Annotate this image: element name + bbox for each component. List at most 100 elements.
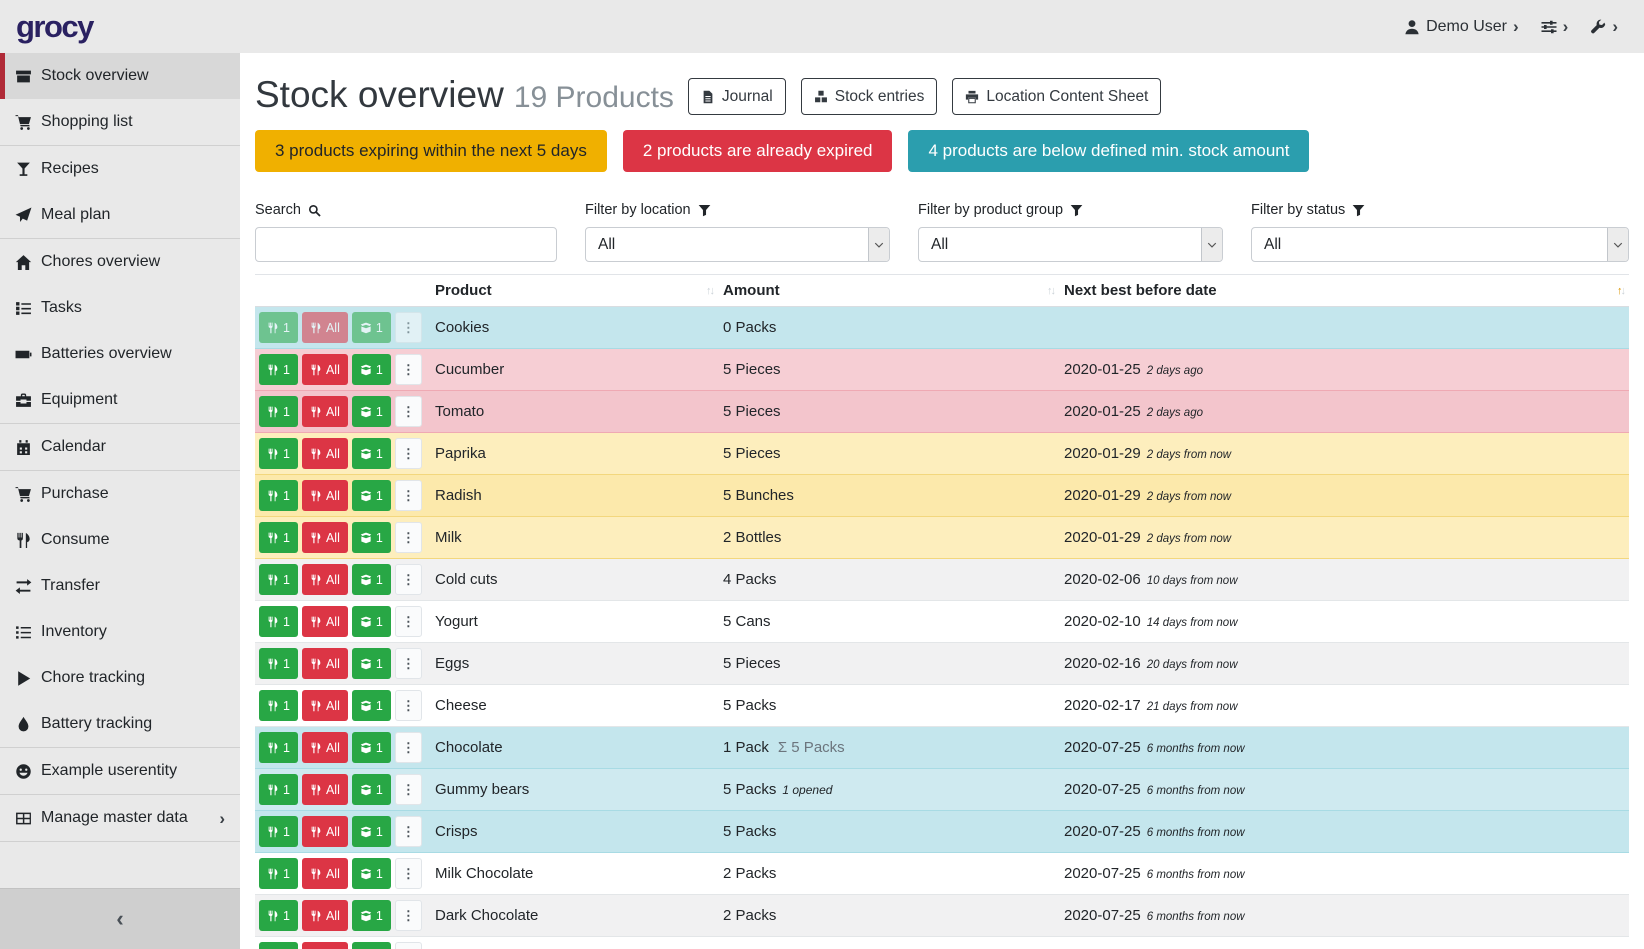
open-one-button[interactable]: 1 (352, 900, 391, 931)
column-header-next-best-before-date[interactable]: Next best before date↑↓ (1059, 275, 1629, 307)
open-one-button[interactable]: 1 (352, 396, 391, 427)
consume-one-button[interactable]: 1 (259, 438, 298, 469)
consume-one-button[interactable]: 1 (259, 396, 298, 427)
consume-one-button[interactable]: 1 (259, 690, 298, 721)
row-menu-button[interactable]: ⋮ (395, 396, 422, 427)
sidebar-item-battery-tracking[interactable]: Battery tracking (0, 701, 240, 747)
column-header-product[interactable]: Product↑↓ (430, 275, 718, 307)
row-menu-button[interactable]: ⋮ (395, 648, 422, 679)
sidebar-item-shopping-list[interactable]: Shopping list (0, 99, 240, 145)
consume-one-button[interactable]: 1 (259, 480, 298, 511)
open-one-button[interactable]: 1 (352, 690, 391, 721)
product-group-filter-select[interactable]: All (918, 227, 1223, 262)
column-header-amount[interactable]: Amount↑↓ (718, 275, 1059, 307)
admin-menu[interactable]: › (1590, 18, 1618, 35)
status-filter-select[interactable]: All (1251, 227, 1629, 262)
banner-danger[interactable]: 2 products are already expired (623, 130, 893, 172)
open-one-button[interactable]: 1 (352, 438, 391, 469)
row-menu-button[interactable]: ⋮ (395, 816, 422, 847)
row-menu-button[interactable]: ⋮ (395, 480, 422, 511)
sidebar-item-example-userentity[interactable]: Example userentity (0, 748, 240, 794)
open-one-button[interactable]: 1 (352, 564, 391, 595)
sidebar-item-transfer[interactable]: Transfer (0, 563, 240, 609)
consume-all-button[interactable]: All (302, 522, 348, 553)
sidebar-item-batteries-overview[interactable]: Batteries overview (0, 331, 240, 377)
user-menu[interactable]: Demo User› (1404, 18, 1519, 36)
consume-all-button[interactable]: All (302, 858, 348, 889)
consume-one-button[interactable]: 1 (259, 942, 298, 949)
open-one-button[interactable]: 1 (352, 774, 391, 805)
row-menu-button[interactable]: ⋮ (395, 858, 422, 889)
open-one-button[interactable]: 1 (352, 648, 391, 679)
row-menu-button[interactable]: ⋮ (395, 438, 422, 469)
consume-all-button[interactable]: All (302, 690, 348, 721)
settings-menu[interactable]: › (1541, 18, 1569, 35)
open-one-button[interactable]: 1 (352, 312, 391, 343)
consume-one-button[interactable]: 1 (259, 312, 298, 343)
sidebar-item-meal-plan[interactable]: Meal plan (0, 192, 240, 238)
sidebar-item-chore-tracking[interactable]: Chore tracking (0, 655, 240, 701)
consume-one-button[interactable]: 1 (259, 648, 298, 679)
open-one-button[interactable]: 1 (352, 816, 391, 847)
button-label: 1 (376, 363, 383, 377)
sidebar-item-purchase[interactable]: Purchase (0, 471, 240, 517)
sidebar-item-calendar[interactable]: Calendar (0, 424, 240, 470)
consume-all-button[interactable]: All (302, 648, 348, 679)
consume-one-button[interactable]: 1 (259, 354, 298, 385)
consume-all-button[interactable]: All (302, 564, 348, 595)
consume-all-button[interactable]: All (302, 396, 348, 427)
open-one-button[interactable]: 1 (352, 480, 391, 511)
row-menu-button[interactable]: ⋮ (395, 522, 422, 553)
row-menu-button[interactable]: ⋮ (395, 900, 422, 931)
consume-all-button[interactable]: All (302, 480, 348, 511)
banner-info[interactable]: 4 products are below defined min. stock … (908, 130, 1309, 172)
row-menu-button[interactable]: ⋮ (395, 564, 422, 595)
consume-one-button[interactable]: 1 (259, 522, 298, 553)
sidebar-item-recipes[interactable]: Recipes (0, 146, 240, 192)
row-menu-button[interactable]: ⋮ (395, 774, 422, 805)
consume-all-button[interactable]: All (302, 354, 348, 385)
consume-all-button[interactable]: All (302, 312, 348, 343)
location-content-sheet-button[interactable]: Location Content Sheet (952, 78, 1161, 115)
app-logo[interactable]: grocy (16, 9, 93, 45)
consume-all-button[interactable]: All (302, 774, 348, 805)
sidebar-item-consume[interactable]: Consume (0, 517, 240, 563)
consume-all-button[interactable]: All (302, 438, 348, 469)
row-menu-button[interactable]: ⋮ (395, 690, 422, 721)
consume-one-button[interactable]: 1 (259, 900, 298, 931)
sidebar-item-inventory[interactable]: Inventory (0, 609, 240, 655)
row-menu-button[interactable]: ⋮ (395, 312, 422, 343)
sidebar-item-chores-overview[interactable]: Chores overview (0, 239, 240, 285)
consume-all-button[interactable]: All (302, 606, 348, 637)
row-menu-button[interactable]: ⋮ (395, 354, 422, 385)
open-one-button[interactable]: 1 (352, 606, 391, 637)
sidebar-item-stock-overview[interactable]: Stock overview (0, 53, 240, 99)
consume-one-button[interactable]: 1 (259, 606, 298, 637)
consume-one-button[interactable]: 1 (259, 774, 298, 805)
open-one-button[interactable]: 1 (352, 732, 391, 763)
row-menu-button[interactable]: ⋮ (395, 942, 422, 949)
stock-entries-button[interactable]: Stock entries (801, 78, 938, 115)
consume-all-button[interactable]: All (302, 900, 348, 931)
row-menu-button[interactable]: ⋮ (395, 732, 422, 763)
consume-one-button[interactable]: 1 (259, 564, 298, 595)
consume-all-button[interactable]: All (302, 816, 348, 847)
open-one-button[interactable]: 1 (352, 354, 391, 385)
sidebar-item-equipment[interactable]: Equipment (0, 377, 240, 423)
consume-all-button[interactable]: All (302, 732, 348, 763)
sidebar-collapse-button[interactable]: ‹ (0, 888, 240, 949)
open-one-button[interactable]: 1 (352, 522, 391, 553)
open-one-button[interactable]: 1 (352, 942, 391, 949)
banner-warning[interactable]: 3 products expiring within the next 5 da… (255, 130, 607, 172)
row-menu-button[interactable]: ⋮ (395, 606, 422, 637)
journal-button[interactable]: Journal (688, 78, 786, 115)
sidebar-item-tasks[interactable]: Tasks (0, 285, 240, 331)
consume-one-button[interactable]: 1 (259, 858, 298, 889)
search-input[interactable] (255, 227, 557, 262)
sidebar-item-manage-master-data[interactable]: Manage master data› (0, 795, 240, 841)
open-one-button[interactable]: 1 (352, 858, 391, 889)
location-filter-select[interactable]: All (585, 227, 890, 262)
consume-one-button[interactable]: 1 (259, 732, 298, 763)
consume-one-button[interactable]: 1 (259, 816, 298, 847)
consume-all-button[interactable]: All (302, 942, 348, 949)
